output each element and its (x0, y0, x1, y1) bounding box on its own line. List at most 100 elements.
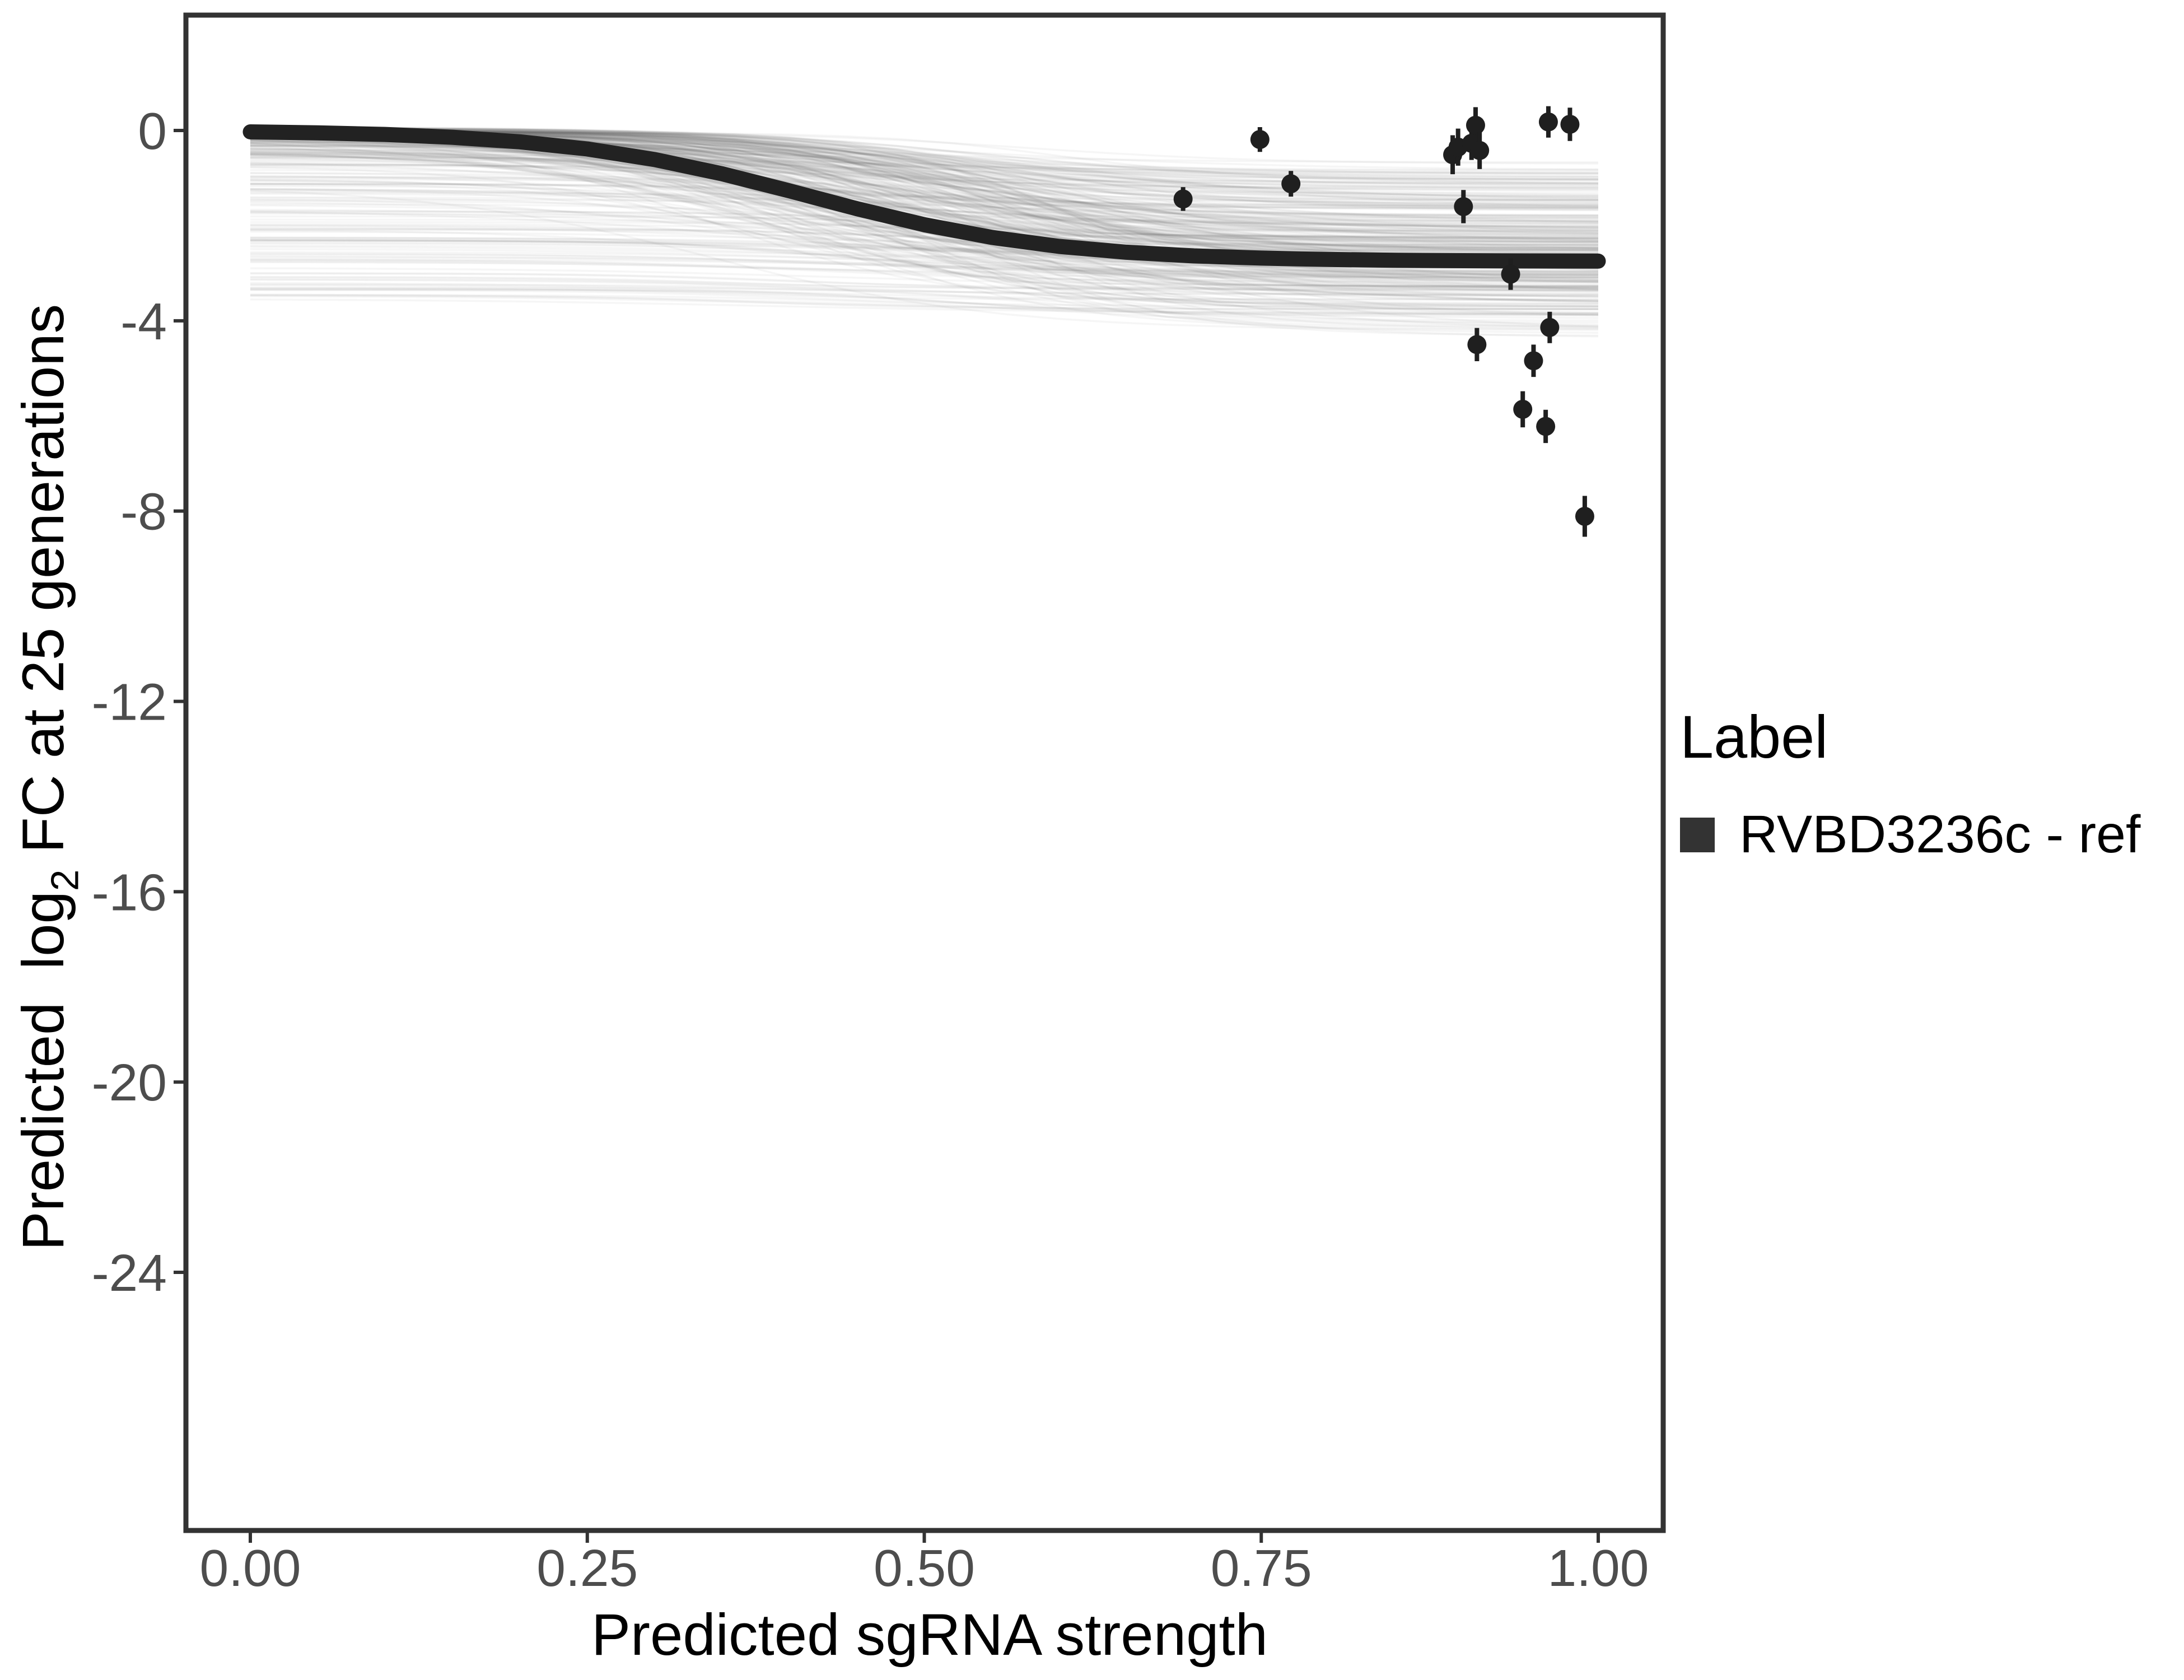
data-point (1281, 174, 1301, 194)
posterior-draw-line (250, 150, 1599, 255)
posterior-draw-line (250, 196, 1599, 232)
posterior-draw-line (250, 144, 1599, 273)
posterior-draw-line (250, 147, 1599, 216)
data-point (1467, 335, 1487, 354)
posterior-draw-line (250, 156, 1599, 194)
y-axis-title: Predicted log2 FC at 25 generations (10, 161, 86, 1393)
posterior-draw-line (250, 287, 1598, 301)
posterior-draw-line (250, 162, 1599, 199)
posterior-draw-line (250, 128, 1599, 201)
posterior-draw-line (250, 288, 1599, 315)
posterior-draw-line (250, 166, 1599, 278)
posterior-draw-line (250, 127, 1599, 203)
data-point (1540, 318, 1560, 337)
posterior-draw-line (250, 253, 1598, 273)
posterior-draw-line (250, 193, 1599, 223)
posterior-draw-line (250, 212, 1598, 238)
posterior-draw-line (250, 259, 1599, 283)
posterior-draw-line (250, 286, 1599, 322)
posterior-draw-line (250, 127, 1599, 185)
posterior-draw-line (250, 153, 1599, 297)
posterior-draw-line (250, 150, 1599, 284)
data-point (1250, 130, 1270, 150)
data-points (1173, 106, 1594, 537)
posterior-draw-line (250, 241, 1599, 293)
posterior-draw-line (250, 151, 1599, 172)
posterior-draw-line (250, 127, 1599, 255)
posterior-draw-line (250, 223, 1599, 251)
posterior-draw-line (250, 225, 1599, 247)
posterior-draw-line (250, 147, 1599, 234)
posterior-draw-line (250, 152, 1599, 244)
posterior-draw-line (250, 183, 1598, 287)
posterior-draw-line (250, 144, 1599, 181)
posterior-draw-line (250, 211, 1599, 303)
posterior-draw-line (250, 145, 1599, 205)
posterior-draw-line (250, 148, 1599, 246)
posterior-draw-line (250, 183, 1599, 216)
posterior-draw-line (250, 253, 1599, 274)
posterior-draw-line (250, 136, 1599, 326)
posterior-draw-line (250, 261, 1599, 289)
posterior-draw-line (250, 139, 1599, 225)
y-tick-label: -16 (92, 863, 167, 921)
x-tick-label: 0.00 (199, 1539, 301, 1597)
posterior-draw-line (250, 152, 1599, 328)
posterior-draw-line (250, 142, 1599, 314)
data-point (1173, 189, 1193, 209)
posterior-draw-line (250, 154, 1598, 287)
posterior-draw-line (250, 144, 1599, 290)
posterior-draw-line (250, 230, 1598, 246)
y-tick-label: -12 (92, 673, 167, 731)
posterior-draw-line (250, 149, 1599, 232)
posterior-draw-line (250, 267, 1599, 287)
posterior-draw-line (250, 239, 1598, 251)
posterior-draw-line (250, 282, 1599, 296)
posterior-draw-line (250, 135, 1599, 212)
posterior-draw-line (250, 276, 1598, 291)
posterior-draw-line (250, 284, 1599, 301)
posterior-draw-line (250, 143, 1599, 290)
posterior-draw-line (250, 200, 1599, 310)
posterior-draw-line (250, 295, 1599, 311)
y-tick-label: 0 (138, 102, 167, 160)
x-axis-title: Predicted sgRNA strength (591, 1602, 1268, 1668)
data-point (1536, 417, 1556, 436)
posterior-draw-line (250, 188, 1599, 209)
data-point (1454, 197, 1473, 216)
posterior-draw-line (250, 188, 1598, 277)
data-point (1501, 264, 1520, 284)
posterior-draw-line (250, 259, 1598, 279)
posterior-draw-line (250, 139, 1599, 273)
posterior-draw-line (250, 278, 1599, 307)
posterior-draw-line (250, 293, 1599, 319)
posterior-draw-line (250, 129, 1599, 199)
data-point (1560, 114, 1580, 134)
posterior-draw-line (250, 183, 1598, 207)
posterior-draw-line (250, 129, 1598, 174)
posterior-draw-line (250, 156, 1599, 196)
y-axis-title-text-2: FC at 25 generations (11, 304, 76, 870)
posterior-draw-line (250, 153, 1599, 288)
posterior-draw-line (250, 192, 1599, 203)
x-tick-label: 0.75 (1211, 1539, 1312, 1597)
legend-entry: RVBD3236c - ref (1680, 804, 2140, 865)
posterior-draw-line (250, 128, 1599, 330)
posterior-draw-line (250, 189, 1599, 331)
posterior-draw-line (250, 145, 1599, 298)
posterior-draw-line (250, 198, 1599, 226)
posterior-draw-line (250, 190, 1598, 224)
legend-key-swatch (1680, 817, 1715, 852)
posterior-draw-line (250, 283, 1599, 316)
posterior-draw-line (250, 288, 1599, 317)
posterior-draw-line (250, 153, 1599, 273)
posterior-draw-line (250, 251, 1599, 283)
posterior-draw-line (250, 129, 1599, 208)
posterior-draw-line (250, 127, 1599, 209)
data-point (1470, 141, 1490, 160)
posterior-draw-line (250, 289, 1598, 307)
posterior-draw-line (250, 276, 1598, 290)
legend-entry-label: RVBD3236c - ref (1739, 805, 2141, 864)
posterior-draw-line (250, 188, 1599, 220)
